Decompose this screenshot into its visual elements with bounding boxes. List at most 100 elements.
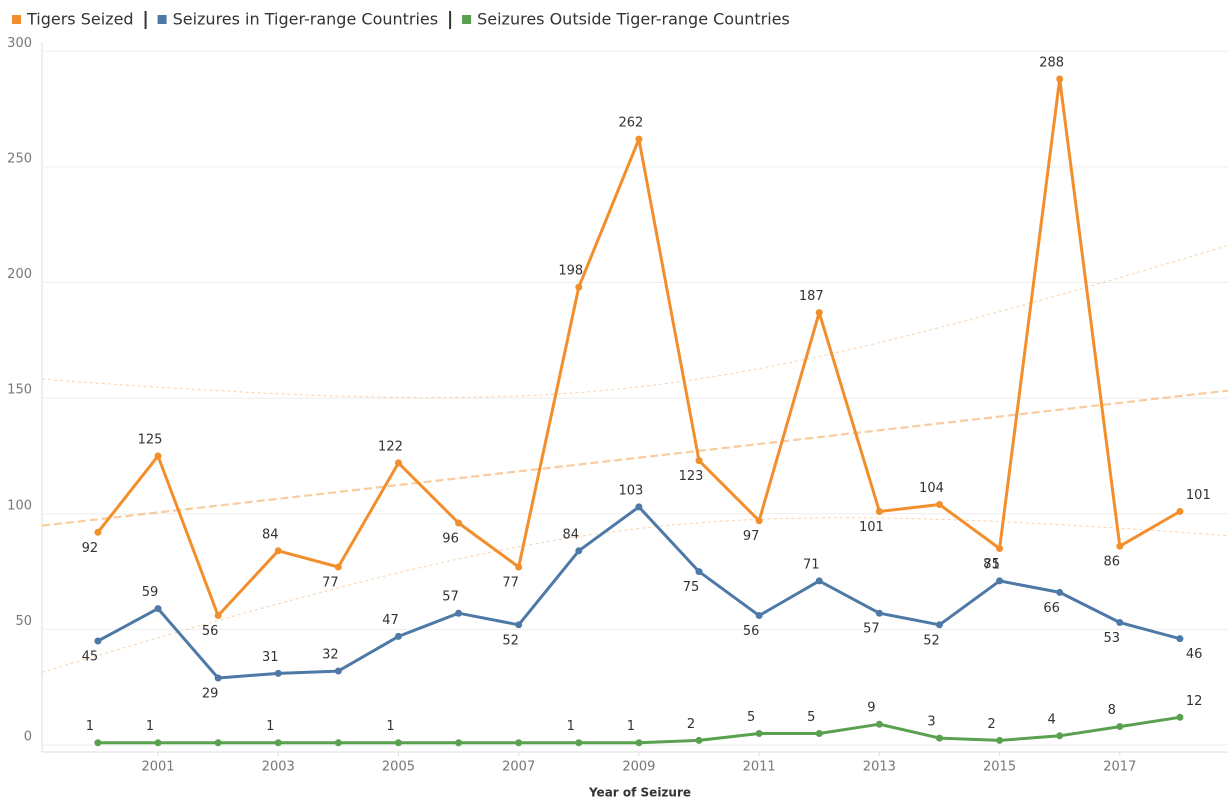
data-label: 66 [1043,601,1060,616]
data-point [815,309,823,317]
data-point [455,519,463,527]
legend-swatch [157,15,167,24]
data-point [1116,723,1124,731]
data-label: 71 [803,557,820,572]
data-point [515,563,523,571]
data-label: 57 [863,622,880,637]
data-label: 5 [747,710,755,725]
data-label: 1 [627,719,635,734]
data-point [274,739,282,747]
data-point [755,612,763,620]
data-label: 31 [262,650,279,665]
data-label: 97 [743,529,760,544]
data-label: 4 [1048,712,1056,727]
data-point [935,621,943,629]
data-point [94,528,102,536]
data-point [635,739,643,747]
data-point [1176,635,1184,643]
x-tick-label: 2013 [863,760,896,775]
y-tick-label: 100 [7,498,32,513]
data-point [635,503,643,511]
data-label: 75 [683,580,700,595]
data-label: 288 [1039,56,1064,71]
data-point [334,739,342,747]
data-point [214,739,222,747]
data-point [815,729,823,737]
x-tick-label: 2017 [1103,760,1136,775]
data-point [875,720,883,728]
data-point [94,739,102,747]
data-point [455,609,463,617]
data-point [274,547,282,555]
data-point [875,609,883,617]
data-point [1176,507,1184,515]
data-label: 5 [807,710,815,725]
data-label: 122 [378,439,403,454]
x-tick-label: 2015 [983,760,1016,775]
data-point [695,736,703,744]
data-label: 8 [1108,703,1116,718]
data-point [575,283,583,291]
x-tick-label: 2009 [622,760,655,775]
data-label: 52 [923,633,940,648]
x-tick-label: 2001 [141,760,174,775]
data-label: 96 [442,532,459,547]
data-label: 1 [386,719,394,734]
data-point [394,459,402,467]
data-point [996,577,1004,585]
data-label: 123 [679,469,704,484]
data-label: 84 [262,527,279,542]
data-label: 1 [86,719,94,734]
data-label: 3 [927,715,935,730]
data-label: 187 [799,289,824,304]
data-label: 1 [567,719,575,734]
x-tick-label: 2011 [743,760,776,775]
data-label: 47 [382,613,399,628]
data-label: 92 [82,541,99,556]
data-point [394,632,402,640]
data-point [1116,618,1124,626]
x-tick-label: 2005 [382,760,415,775]
data-point [996,736,1004,744]
data-point [1116,542,1124,550]
data-label: 1 [146,719,154,734]
x-tick-label: 2007 [502,760,535,775]
data-label: 262 [618,116,643,131]
data-point [455,739,463,747]
data-label: 71 [983,557,1000,572]
data-label: 9 [867,701,875,716]
data-label: 52 [502,633,519,648]
x-axis-label: Year of Seizure [588,786,691,800]
data-label: 2 [987,717,995,732]
data-label: 46 [1186,647,1203,662]
data-label: 59 [142,585,159,600]
series-line [96,77,1181,618]
data-point [515,621,523,629]
series-line [97,715,1181,745]
data-label: 86 [1104,555,1121,570]
trend-band-upper [42,244,1228,399]
data-point [1056,75,1064,83]
data-point [996,544,1004,552]
data-point [575,739,583,747]
data-label: 101 [859,520,884,535]
data-point [214,674,222,682]
data-point [935,501,943,509]
data-label: 77 [502,575,519,590]
legend-label: Seizures Outside Tiger-range Countries [477,10,790,29]
legend-swatch [12,15,21,24]
data-label: 84 [563,527,580,542]
data-label: 45 [82,649,99,664]
trend-line [42,389,1228,527]
legend-swatch [462,15,472,24]
data-label: 103 [618,483,643,498]
data-label: 104 [919,481,944,496]
data-point [154,452,162,460]
legend-label: Seizures in Tiger-range Countries [173,10,439,29]
data-point [1176,713,1184,721]
data-point [274,669,282,677]
data-label: 29 [202,686,219,701]
data-point [755,729,763,737]
data-label: 77 [322,575,339,590]
